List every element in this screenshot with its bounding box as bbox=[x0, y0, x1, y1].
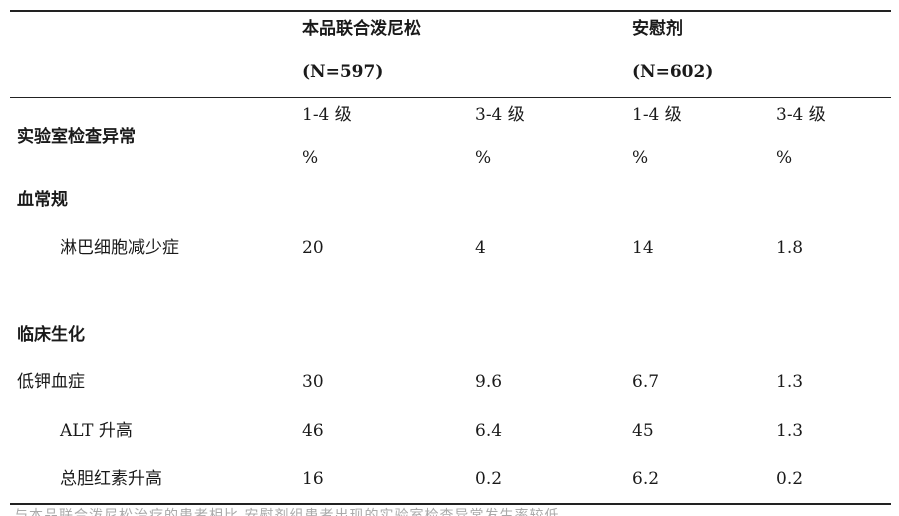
grade-header: 3-4 级 bbox=[475, 105, 525, 125]
unit-label: % bbox=[302, 148, 319, 168]
table-cell: 1.8 bbox=[776, 238, 804, 258]
section-title: 临床生化 bbox=[17, 325, 85, 345]
partial-footer-text: 与本品联合泼尼松治疗的患者相比,安慰剂组患者出现的实验室检查异常发生率较低 bbox=[14, 508, 560, 516]
table-cell: 46 bbox=[302, 421, 324, 441]
header-rule bbox=[10, 97, 891, 98]
group1-n: (N=597) bbox=[302, 62, 384, 82]
table-cell: 14 bbox=[632, 238, 654, 258]
table-cell: 45 bbox=[632, 421, 654, 441]
table-cell: 30 bbox=[302, 372, 324, 392]
table-cell: 6.4 bbox=[475, 421, 503, 441]
table-cell: 4 bbox=[475, 238, 486, 258]
unit-label: % bbox=[776, 148, 793, 168]
table-cell: 1.3 bbox=[776, 421, 804, 441]
table-cell: 16 bbox=[302, 469, 324, 489]
category-column-header: 实验室检查异常 bbox=[17, 127, 136, 147]
group1-name: 本品联合泼尼松 bbox=[302, 19, 421, 39]
table-cell: 0.2 bbox=[776, 469, 804, 489]
row-label: ALT 升高 bbox=[60, 421, 133, 441]
row-label: 低钾血症 bbox=[17, 372, 85, 392]
group2-n: (N=602) bbox=[632, 62, 714, 82]
table-cell: 6.2 bbox=[632, 469, 660, 489]
table-cell: 6.7 bbox=[632, 372, 660, 392]
grade-header: 1-4 级 bbox=[302, 105, 352, 125]
row-label: 淋巴细胞减少症 bbox=[60, 238, 179, 258]
table-cell: 1.3 bbox=[776, 372, 804, 392]
table-bottom-rule bbox=[10, 503, 891, 505]
grade-header: 1-4 级 bbox=[632, 105, 682, 125]
table-cell: 0.2 bbox=[475, 469, 503, 489]
table-cell: 9.6 bbox=[475, 372, 503, 392]
group2-name: 安慰剂 bbox=[632, 19, 683, 39]
unit-label: % bbox=[475, 148, 492, 168]
table-top-rule bbox=[10, 10, 891, 12]
grade-header: 3-4 级 bbox=[776, 105, 826, 125]
section-title: 血常规 bbox=[17, 190, 68, 210]
row-label: 总胆红素升高 bbox=[60, 469, 162, 489]
table-cell: 20 bbox=[302, 238, 324, 258]
unit-label: % bbox=[632, 148, 649, 168]
